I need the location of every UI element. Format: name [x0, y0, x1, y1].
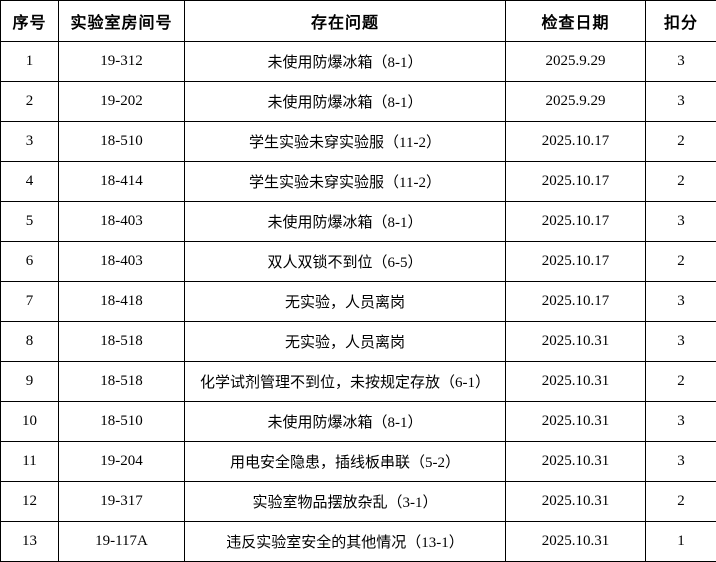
cell-index: 11 — [1, 442, 59, 482]
cell-room: 18-403 — [59, 202, 185, 242]
cell-date: 2025.10.31 — [506, 322, 646, 362]
cell-index: 6 — [1, 242, 59, 282]
cell-issue: 未使用防爆冰箱（8-1） — [185, 402, 506, 442]
cell-issue: 未使用防爆冰箱（8-1） — [185, 202, 506, 242]
cell-room: 18-403 — [59, 242, 185, 282]
cell-date: 2025.10.17 — [506, 282, 646, 322]
cell-date: 2025.10.17 — [506, 162, 646, 202]
column-header-index: 序号 — [1, 1, 59, 42]
cell-index: 13 — [1, 522, 59, 562]
cell-room: 19-317 — [59, 482, 185, 522]
cell-deduction: 3 — [646, 282, 716, 322]
cell-issue: 无实验，人员离岗 — [185, 322, 506, 362]
column-header-issue: 存在问题 — [185, 1, 506, 42]
cell-date: 2025.10.17 — [506, 202, 646, 242]
cell-room: 18-418 — [59, 282, 185, 322]
header-row: 序号实验室房间号存在问题检查日期扣分 — [1, 1, 716, 42]
cell-issue: 双人双锁不到位（6-5） — [185, 242, 506, 282]
cell-issue: 化学试剂管理不到位，未按规定存放（6-1） — [185, 362, 506, 402]
cell-room: 18-518 — [59, 362, 185, 402]
cell-room: 19-204 — [59, 442, 185, 482]
cell-deduction: 2 — [646, 362, 716, 402]
cell-room: 19-202 — [59, 82, 185, 122]
cell-date: 2025.10.31 — [506, 402, 646, 442]
cell-index: 2 — [1, 82, 59, 122]
cell-issue: 违反实验室安全的其他情况（13-1） — [185, 522, 506, 562]
cell-date: 2025.10.31 — [506, 482, 646, 522]
cell-date: 2025.10.17 — [506, 242, 646, 282]
cell-deduction: 3 — [646, 82, 716, 122]
cell-room: 19-117A — [59, 522, 185, 562]
cell-date: 2025.10.31 — [506, 522, 646, 562]
cell-date: 2025.9.29 — [506, 42, 646, 82]
cell-deduction: 1 — [646, 522, 716, 562]
cell-issue: 学生实验未穿实验服（11-2） — [185, 162, 506, 202]
cell-index: 3 — [1, 122, 59, 162]
cell-deduction: 2 — [646, 482, 716, 522]
cell-deduction: 2 — [646, 122, 716, 162]
cell-room: 19-312 — [59, 42, 185, 82]
cell-index: 4 — [1, 162, 59, 202]
cell-room: 18-518 — [59, 322, 185, 362]
cell-deduction: 2 — [646, 242, 716, 282]
cell-date: 2025.10.31 — [506, 362, 646, 402]
cell-issue: 用电安全隐患，插线板串联（5-2） — [185, 442, 506, 482]
cell-deduction: 3 — [646, 42, 716, 82]
cell-issue: 无实验，人员离岗 — [185, 282, 506, 322]
cell-index: 12 — [1, 482, 59, 522]
column-header-room: 实验室房间号 — [59, 1, 185, 42]
cell-deduction: 3 — [646, 322, 716, 362]
cell-index: 5 — [1, 202, 59, 242]
cell-index: 7 — [1, 282, 59, 322]
cell-room: 18-510 — [59, 402, 185, 442]
cell-issue: 未使用防爆冰箱（8-1） — [185, 42, 506, 82]
cell-date: 2025.10.31 — [506, 442, 646, 482]
cell-date: 2025.9.29 — [506, 82, 646, 122]
cell-issue: 未使用防爆冰箱（8-1） — [185, 82, 506, 122]
cell-index: 10 — [1, 402, 59, 442]
cell-index: 1 — [1, 42, 59, 82]
cell-index: 9 — [1, 362, 59, 402]
cell-room: 18-414 — [59, 162, 185, 202]
cell-room: 18-510 — [59, 122, 185, 162]
cell-date: 2025.10.17 — [506, 122, 646, 162]
cell-issue: 实验室物品摆放杂乱（3-1） — [185, 482, 506, 522]
cell-deduction: 2 — [646, 162, 716, 202]
column-header-date: 检查日期 — [506, 1, 646, 42]
cell-issue: 学生实验未穿实验服（11-2） — [185, 122, 506, 162]
cell-deduction: 3 — [646, 442, 716, 482]
cell-deduction: 3 — [646, 402, 716, 442]
cell-deduction: 3 — [646, 202, 716, 242]
column-header-deduction: 扣分 — [646, 1, 716, 42]
cell-index: 8 — [1, 322, 59, 362]
